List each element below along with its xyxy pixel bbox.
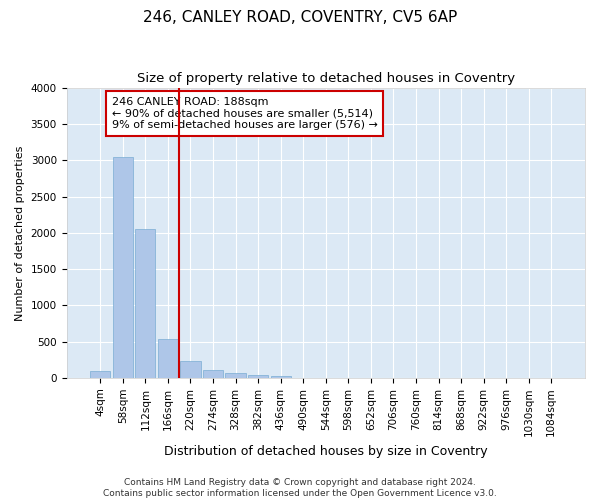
Text: 246 CANLEY ROAD: 188sqm
← 90% of detached houses are smaller (5,514)
9% of semi-: 246 CANLEY ROAD: 188sqm ← 90% of detache… bbox=[112, 97, 377, 130]
Bar bbox=[135, 230, 155, 378]
Bar bbox=[90, 370, 110, 378]
Text: Contains HM Land Registry data © Crown copyright and database right 2024.
Contai: Contains HM Land Registry data © Crown c… bbox=[103, 478, 497, 498]
Title: Size of property relative to detached houses in Coventry: Size of property relative to detached ho… bbox=[137, 72, 515, 86]
Bar bbox=[271, 376, 291, 378]
Y-axis label: Number of detached properties: Number of detached properties bbox=[15, 145, 25, 320]
Bar bbox=[203, 370, 223, 378]
Bar bbox=[248, 376, 268, 378]
X-axis label: Distribution of detached houses by size in Coventry: Distribution of detached houses by size … bbox=[164, 444, 488, 458]
Bar bbox=[181, 361, 200, 378]
Text: 246, CANLEY ROAD, COVENTRY, CV5 6AP: 246, CANLEY ROAD, COVENTRY, CV5 6AP bbox=[143, 10, 457, 25]
Bar bbox=[226, 373, 246, 378]
Bar bbox=[113, 157, 133, 378]
Bar bbox=[158, 340, 178, 378]
